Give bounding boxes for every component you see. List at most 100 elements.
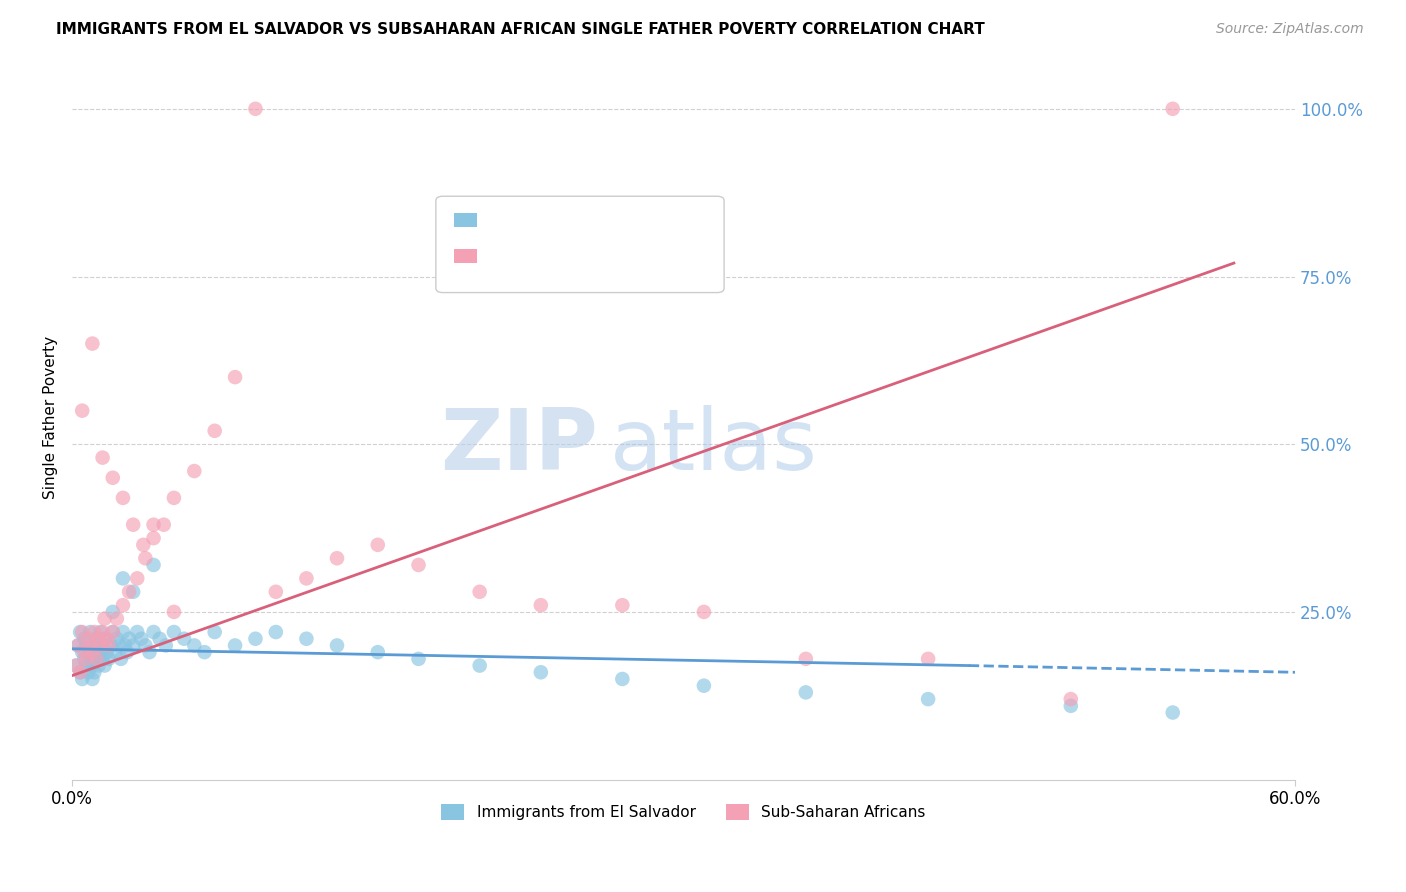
Point bbox=[73, 652, 96, 666]
Text: R =: R = bbox=[486, 247, 523, 265]
Text: Source: ZipAtlas.com: Source: ZipAtlas.com bbox=[1216, 22, 1364, 37]
Point bbox=[75, 652, 97, 666]
Point bbox=[101, 605, 124, 619]
Point bbox=[122, 639, 145, 653]
Point bbox=[93, 658, 115, 673]
Point bbox=[69, 625, 91, 640]
Point bbox=[122, 584, 145, 599]
Point bbox=[118, 632, 141, 646]
Point bbox=[917, 692, 939, 706]
Point bbox=[87, 658, 110, 673]
Point bbox=[65, 658, 87, 673]
Point bbox=[75, 639, 97, 653]
Point bbox=[138, 645, 160, 659]
Point bbox=[193, 645, 215, 659]
Point bbox=[79, 652, 101, 666]
Point bbox=[612, 672, 634, 686]
Point bbox=[693, 679, 716, 693]
Text: 0.529: 0.529 bbox=[526, 247, 578, 265]
Point bbox=[90, 645, 112, 659]
Text: IMMIGRANTS FROM EL SALVADOR VS SUBSAHARAN AFRICAN SINGLE FATHER POVERTY CORRELAT: IMMIGRANTS FROM EL SALVADOR VS SUBSAHARA… bbox=[56, 22, 986, 37]
Point bbox=[101, 471, 124, 485]
Point bbox=[530, 665, 553, 680]
Y-axis label: Single Father Poverty: Single Father Poverty bbox=[44, 335, 58, 499]
Text: 52: 52 bbox=[628, 247, 651, 265]
Point bbox=[1060, 692, 1083, 706]
Point bbox=[122, 517, 145, 532]
Point bbox=[79, 639, 101, 653]
Point bbox=[97, 652, 120, 666]
Point bbox=[91, 639, 114, 653]
Point bbox=[87, 639, 110, 653]
Point bbox=[91, 625, 114, 640]
Point bbox=[82, 336, 104, 351]
Point bbox=[97, 639, 120, 653]
Point bbox=[86, 652, 108, 666]
Point bbox=[163, 491, 186, 505]
Point bbox=[1060, 698, 1083, 713]
Point bbox=[295, 632, 318, 646]
Point bbox=[204, 625, 226, 640]
Point bbox=[105, 612, 128, 626]
Point bbox=[367, 538, 389, 552]
Point bbox=[111, 491, 134, 505]
Point bbox=[163, 625, 186, 640]
Point bbox=[86, 632, 108, 646]
Point bbox=[101, 625, 124, 640]
Point bbox=[83, 665, 105, 680]
Point bbox=[326, 551, 349, 566]
Text: ZIP: ZIP bbox=[440, 405, 598, 488]
Point bbox=[367, 645, 389, 659]
Point bbox=[101, 625, 124, 640]
Legend: Immigrants from El Salvador, Sub-Saharan Africans: Immigrants from El Salvador, Sub-Saharan… bbox=[436, 798, 932, 826]
Point bbox=[111, 571, 134, 585]
Point bbox=[110, 652, 132, 666]
Point bbox=[149, 632, 172, 646]
Text: atlas: atlas bbox=[610, 405, 818, 488]
Point bbox=[114, 639, 136, 653]
Point bbox=[77, 665, 100, 680]
Point bbox=[104, 645, 127, 659]
Point bbox=[134, 639, 156, 653]
Point bbox=[224, 639, 246, 653]
Point bbox=[245, 102, 267, 116]
Point bbox=[108, 639, 131, 653]
Point bbox=[917, 652, 939, 666]
Point bbox=[82, 645, 104, 659]
Point bbox=[93, 632, 115, 646]
Point bbox=[91, 652, 114, 666]
Text: N =: N = bbox=[592, 247, 628, 265]
Point bbox=[224, 370, 246, 384]
Point bbox=[612, 598, 634, 612]
Point bbox=[87, 632, 110, 646]
Point bbox=[83, 625, 105, 640]
Point bbox=[204, 424, 226, 438]
Point bbox=[82, 672, 104, 686]
Point bbox=[142, 625, 165, 640]
Point bbox=[67, 639, 90, 653]
Point bbox=[86, 652, 108, 666]
Point bbox=[295, 571, 318, 585]
Point bbox=[67, 639, 90, 653]
Point bbox=[134, 551, 156, 566]
Point bbox=[70, 403, 93, 417]
Point bbox=[105, 632, 128, 646]
Point bbox=[142, 517, 165, 532]
Point bbox=[1161, 706, 1184, 720]
Point bbox=[90, 625, 112, 640]
Point bbox=[69, 665, 91, 680]
Point bbox=[100, 639, 122, 653]
Point bbox=[83, 645, 105, 659]
Point bbox=[693, 605, 716, 619]
Point bbox=[90, 639, 112, 653]
Point bbox=[131, 632, 153, 646]
Point bbox=[65, 658, 87, 673]
Point bbox=[152, 517, 174, 532]
Point bbox=[69, 665, 91, 680]
Point bbox=[530, 598, 553, 612]
Point bbox=[468, 584, 491, 599]
Point bbox=[82, 639, 104, 653]
Text: R =: R = bbox=[486, 211, 523, 229]
Point bbox=[96, 645, 118, 659]
Point bbox=[132, 538, 155, 552]
